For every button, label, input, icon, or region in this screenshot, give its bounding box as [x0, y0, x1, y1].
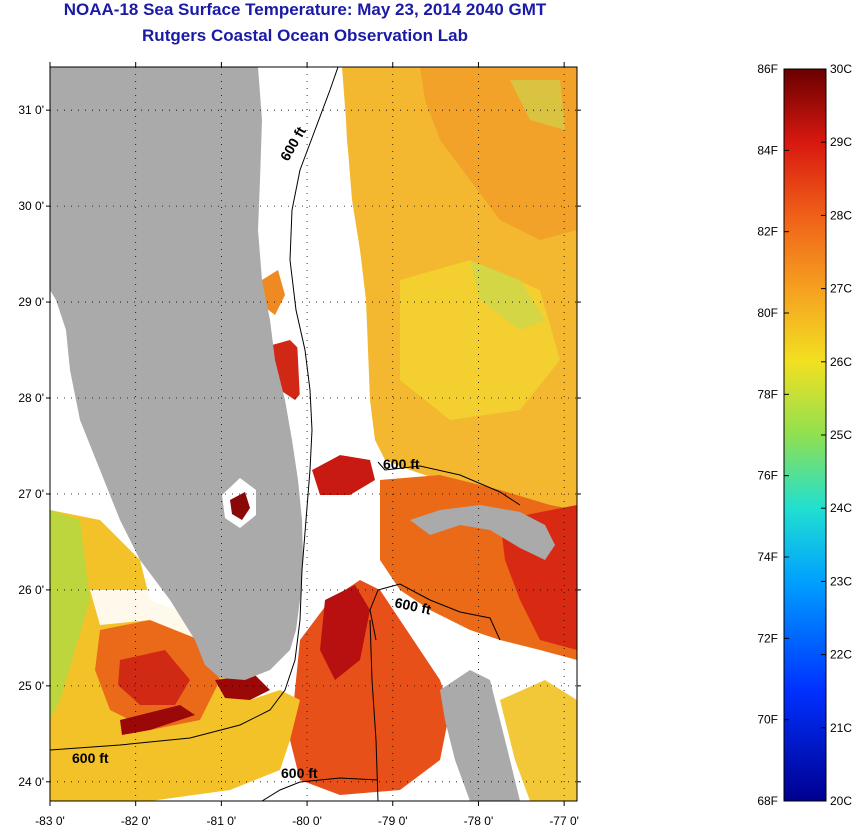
lat-label: 30 0' — [18, 199, 44, 213]
lon-label: -80 0' — [292, 814, 322, 828]
colorbar-c-label: 28C — [830, 208, 852, 222]
keys-dark-red — [215, 675, 270, 700]
east-florida-hot-patch — [312, 455, 375, 495]
lat-label: 26 0' — [18, 583, 44, 597]
colorbar-c-label: 27C — [830, 282, 852, 296]
colorbar-c-label: 29C — [830, 135, 852, 149]
colorbar-f-label: 78F — [757, 387, 778, 401]
map-frame — [49, 66, 578, 802]
lat-label: 25 0' — [18, 679, 44, 693]
colorbar-f-label: 68F — [757, 794, 778, 808]
contour-label-south: 600 ft — [281, 765, 318, 781]
colorbar-f-label: 76F — [757, 469, 778, 483]
colorbar-f-label: 72F — [757, 631, 778, 645]
colorbar-c-label: 30C — [830, 62, 852, 76]
lon-label: -77 0' — [549, 814, 579, 828]
colorbar-c-label: 24C — [830, 501, 852, 515]
isobath-bahamas — [377, 461, 521, 506]
colorbar-f-label: 82F — [757, 225, 778, 239]
colorbar-f-label: 74F — [757, 550, 778, 564]
cloud-patch-northeast — [258, 67, 378, 470]
contour-label-bahamas-south: 600 ft — [393, 594, 432, 617]
lat-label: 27 0' — [18, 487, 44, 501]
atlantic-green-streak — [470, 260, 545, 330]
map-title: NOAA-18 Sea Surface Temperature: May 23,… — [63, 0, 547, 19]
lat-label: 31 0' — [18, 103, 44, 117]
colorbar-f-label: 84F — [757, 143, 778, 157]
lon-label: -82 0' — [121, 814, 151, 828]
isobath-bahamas-south — [369, 583, 501, 641]
lon-label: -83 0' — [35, 814, 65, 828]
colorbar-fahrenheit-labels: 86F 84F 82F 80F 78F 76F 74F 72F 70F 68F — [757, 62, 789, 808]
lon-label: -79 0' — [378, 814, 408, 828]
lake-okeechobee-sst — [230, 492, 250, 520]
isobath-florida-east — [50, 67, 339, 751]
contour-label-bahamas: 600 ft — [383, 456, 420, 472]
colorbar — [783, 68, 827, 802]
colorbar-c-label: 25C — [830, 428, 852, 442]
colorbar-c-label: 23C — [830, 574, 852, 588]
colorbar-c-label: 26C — [830, 355, 852, 369]
colorbar-celsius-labels: 30C 29C 28C 27C 26C 25C 24C 23C 22C 21C 20C — [821, 62, 852, 808]
isobath-andros-west — [369, 619, 379, 801]
keys-dark-red-2 — [120, 705, 195, 735]
lon-label: -78 0' — [464, 814, 494, 828]
lat-label: 28 0' — [18, 391, 44, 405]
offshore-orange-patch — [262, 270, 285, 315]
contour-label-gulf: 600 ft — [72, 750, 109, 766]
latitude-labels: 31 0' 30 0' 29 0' 28 0' 27 0' 26 0' 25 0' 24 0' — [18, 103, 44, 789]
gulf-red-core — [118, 650, 190, 705]
andros-land — [440, 670, 520, 801]
colorbar-c-label: 20C — [830, 794, 852, 808]
bahamas-land-north — [410, 505, 555, 560]
gulf-green-strip — [50, 510, 90, 720]
colorbar-f-label: 70F — [757, 713, 778, 727]
map-panel: 600 ft 600 ft 600 ft 600 ft 600 ft — [50, 67, 577, 801]
isobath-south — [261, 777, 379, 801]
colorbar-c-label: 21C — [830, 721, 852, 735]
colorbar-c-label: 22C — [830, 648, 852, 662]
map-subtitle: Rutgers Coastal Ocean Observation Lab — [142, 26, 468, 45]
lon-label: -81 0' — [207, 814, 237, 828]
longitude-labels: -83 0' -82 0' -81 0' -80 0' -79 0' -78 0' -77 … — [35, 814, 579, 828]
colorbar-f-label: 80F — [757, 306, 778, 320]
atlantic-green-streak-2 — [510, 80, 565, 130]
lat-label: 24 0' — [18, 775, 44, 789]
map-grid — [46, 62, 581, 806]
colorbar-f-label: 86F — [757, 62, 778, 76]
lat-label: 29 0' — [18, 295, 44, 309]
straits-dark-red — [320, 585, 370, 680]
andros-east-sea — [500, 680, 577, 801]
